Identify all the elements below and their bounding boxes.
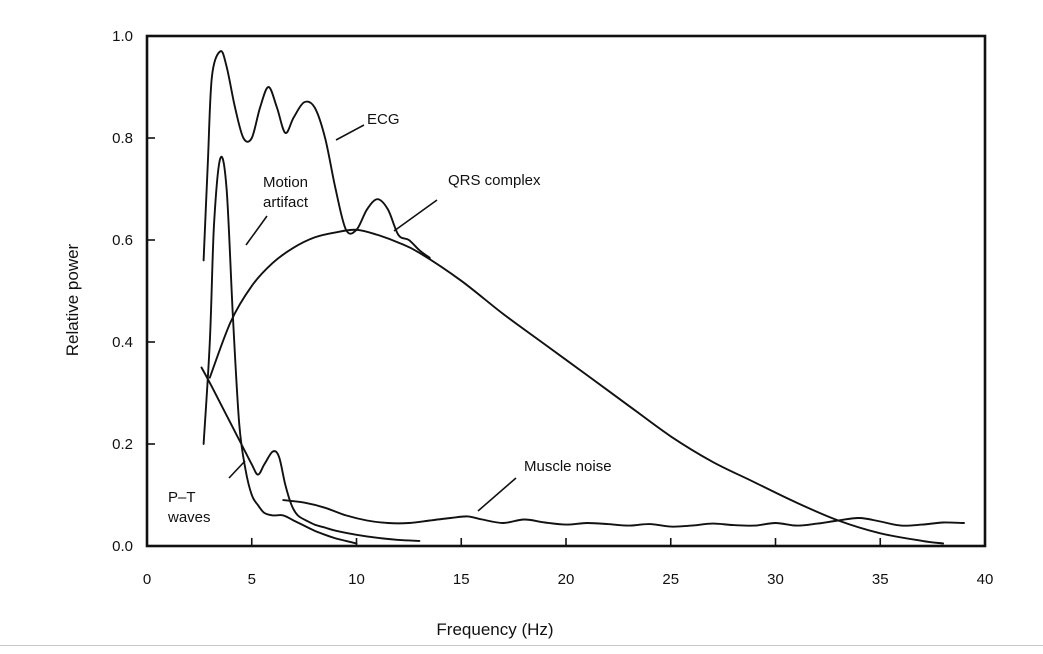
x-tick-label: 5 bbox=[248, 571, 256, 588]
annotation-pt-leader bbox=[228, 460, 246, 479]
annotation-qrs-leader bbox=[393, 199, 438, 232]
x-tick-label: 10 bbox=[348, 571, 365, 588]
annotation-motion-leader bbox=[245, 215, 268, 246]
annotation-muscle-line: Muscle noise bbox=[524, 458, 612, 475]
series-line-qrs-complex bbox=[208, 228, 945, 545]
annotation-ecg-line: ECG bbox=[367, 111, 400, 128]
x-tick-label: 35 bbox=[872, 571, 889, 588]
x-tick-label: 15 bbox=[453, 571, 470, 588]
y-tick-label: 0.2 bbox=[112, 436, 133, 453]
x-tick-label: 30 bbox=[767, 571, 784, 588]
y-axis-label: Relative power bbox=[63, 243, 82, 356]
curves-layer bbox=[200, 50, 965, 545]
x-axis-label: Frequency (Hz) bbox=[436, 620, 553, 639]
annotation-muscle-leader bbox=[477, 477, 517, 512]
annotation-motion-line: Motion bbox=[263, 174, 308, 191]
ticks-layer: 0 5 10 15 20 25 30 35 40 0.0 0.2 0.4 0.6 0.8 1.0 bbox=[112, 28, 993, 588]
annotation-ecg: ECG bbox=[367, 111, 400, 128]
x-tick-label: 20 bbox=[558, 571, 575, 588]
annotation-motion: Motion artifact bbox=[263, 174, 309, 211]
annotation-muscle: Muscle noise bbox=[524, 458, 612, 475]
series-line-muscle-noise bbox=[282, 499, 965, 528]
y-tick-label: 0.6 bbox=[112, 232, 133, 249]
y-tick-label: 0.4 bbox=[112, 334, 133, 351]
x-tick-label: 25 bbox=[662, 571, 679, 588]
series-line-ecg bbox=[202, 50, 431, 262]
y-tick-label: 0.8 bbox=[112, 130, 133, 147]
annotation-qrs: QRS complex bbox=[448, 172, 541, 189]
y-tick-label: 0.0 bbox=[112, 538, 133, 555]
bottom-divider bbox=[0, 645, 1043, 646]
annotation-qrs-line: QRS complex bbox=[448, 172, 541, 189]
annotation-ecg-leader bbox=[335, 124, 365, 141]
y-tick-label: 1.0 bbox=[112, 28, 133, 45]
annotation-motion-line: artifact bbox=[263, 194, 309, 211]
annotation-pt-line: P–T bbox=[168, 489, 196, 506]
annotation-pt-line: waves bbox=[167, 509, 211, 526]
annotation-pt: P–T waves bbox=[167, 489, 211, 526]
x-tick-label: 40 bbox=[977, 571, 994, 588]
annotations-layer: ECG QRS complex Motion artifact P–T waves Musc… bbox=[167, 111, 612, 526]
series-line-motion-artifact bbox=[202, 155, 358, 545]
series-line-p-t-waves bbox=[200, 366, 421, 542]
x-tick-label: 0 bbox=[143, 571, 151, 588]
